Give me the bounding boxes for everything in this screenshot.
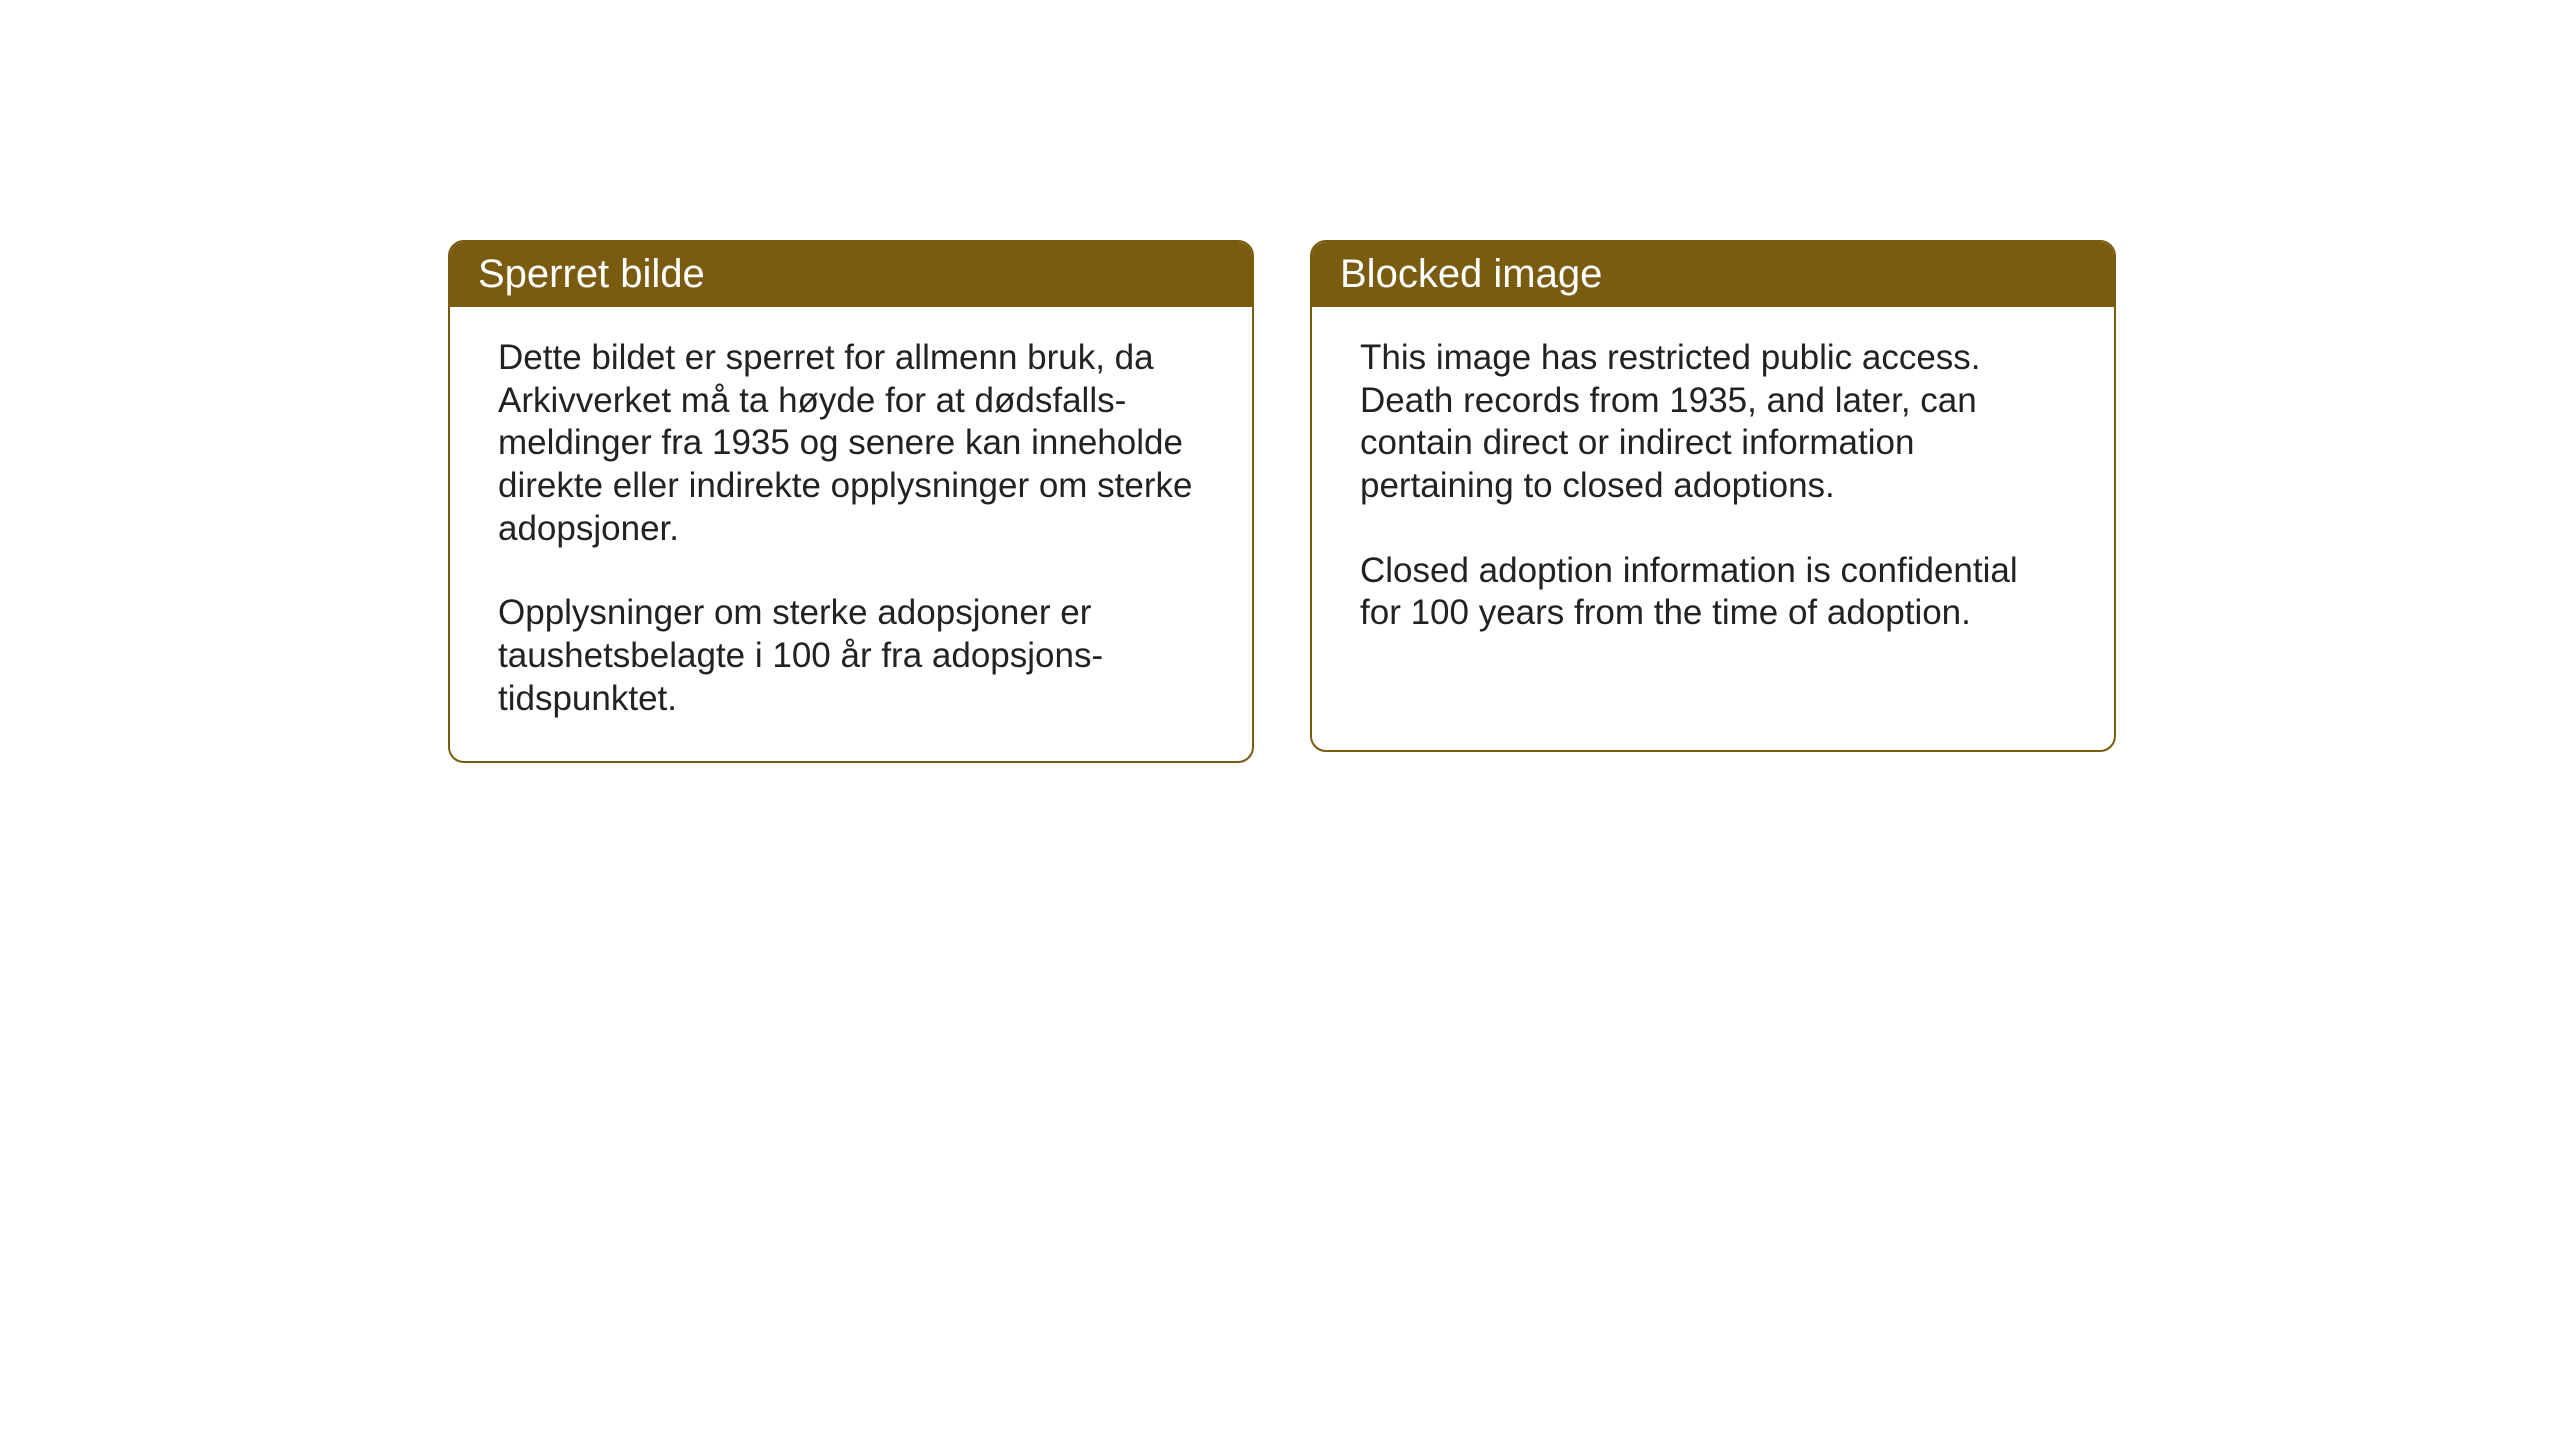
notice-paragraph-1-english: This image has restricted public access.…: [1360, 337, 2066, 508]
notice-paragraph-2-norwegian: Opplysninger om sterke adopsjoner er tau…: [498, 592, 1204, 720]
notice-body-english: This image has restricted public access.…: [1312, 307, 2114, 675]
notice-body-norwegian: Dette bildet er sperret for allmenn bruk…: [450, 307, 1252, 761]
notice-card-english: Blocked image This image has restricted …: [1310, 240, 2116, 752]
notice-card-norwegian: Sperret bilde Dette bildet er sperret fo…: [448, 240, 1254, 763]
notice-title-english: Blocked image: [1340, 252, 1602, 296]
notice-header-english: Blocked image: [1312, 242, 2114, 307]
notice-title-norwegian: Sperret bilde: [478, 252, 705, 296]
notice-paragraph-1-norwegian: Dette bildet er sperret for allmenn bruk…: [498, 337, 1204, 550]
notice-header-norwegian: Sperret bilde: [450, 242, 1252, 307]
notice-container: Sperret bilde Dette bildet er sperret fo…: [448, 240, 2116, 763]
notice-paragraph-2-english: Closed adoption information is confident…: [1360, 550, 2066, 635]
